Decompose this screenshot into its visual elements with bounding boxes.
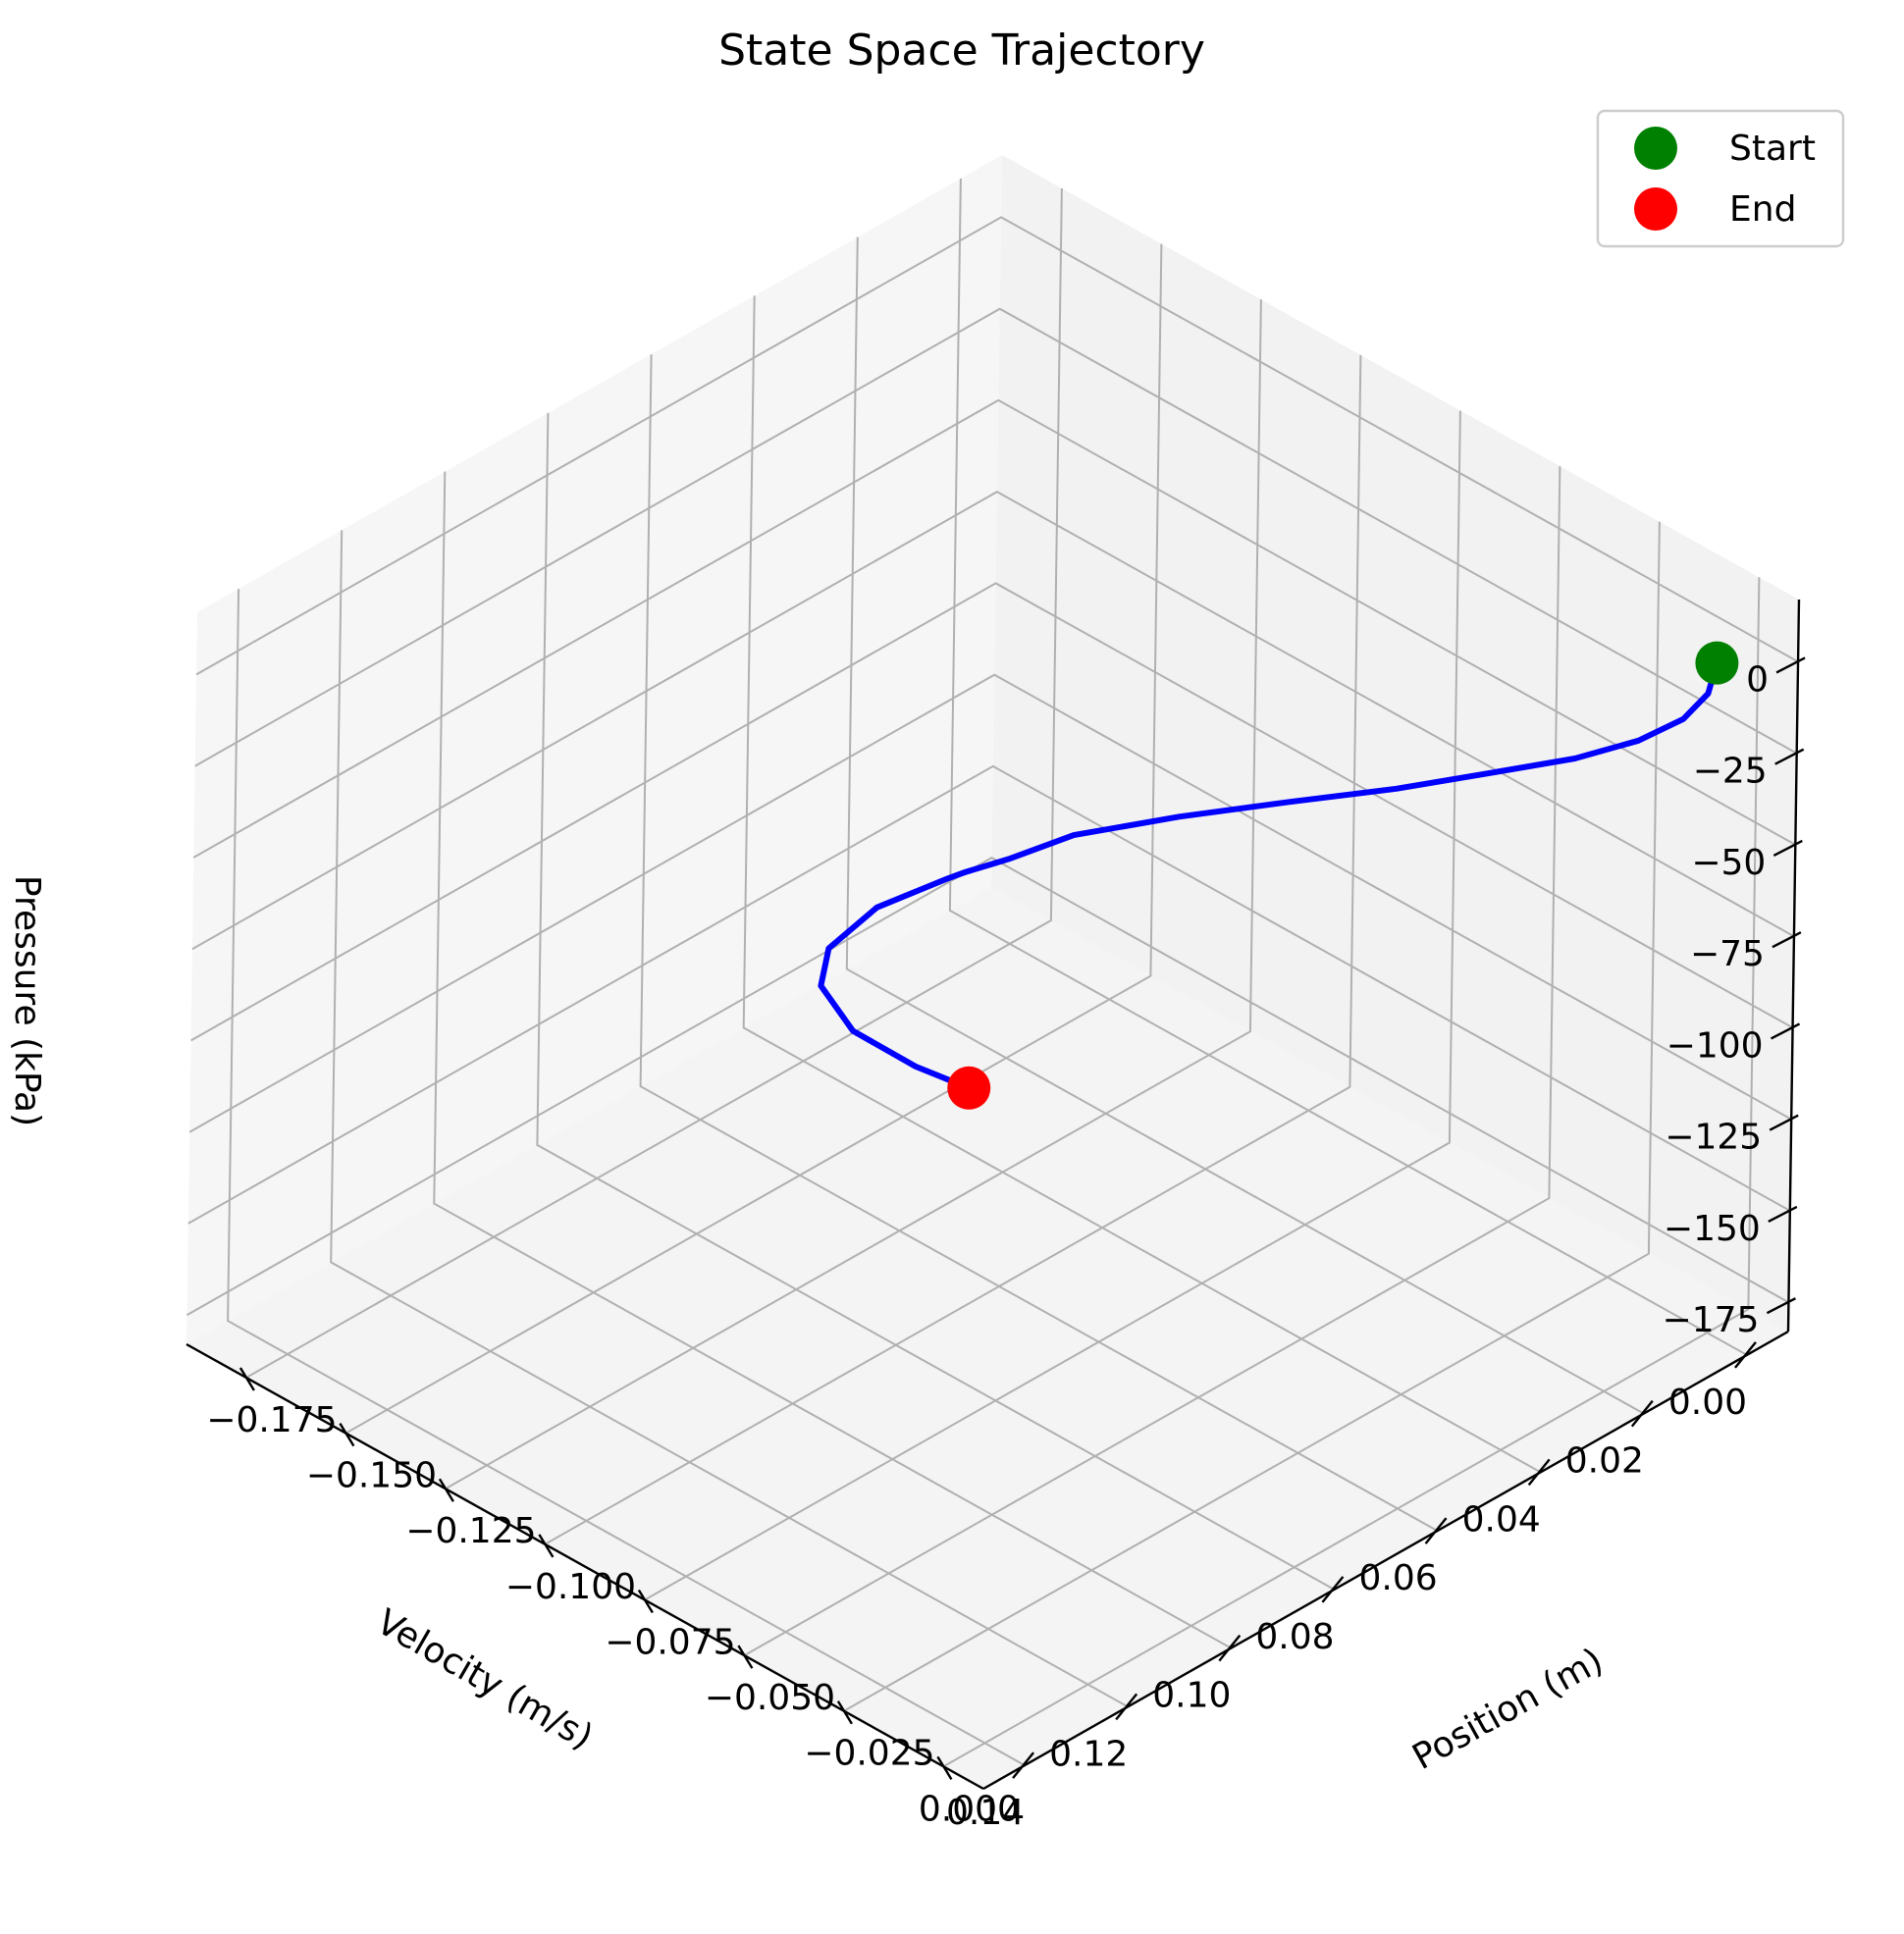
grid-line-x — [544, 354, 1362, 1545]
grid-line-y — [536, 412, 1335, 1591]
grid-line-y — [330, 530, 1129, 1708]
y-tick — [1630, 1399, 1654, 1428]
grid-line-y — [742, 295, 1542, 1474]
grid-line-y — [227, 589, 1026, 1766]
grid-line-y — [948, 178, 1748, 1356]
grid-line-z — [190, 582, 1794, 1042]
x-tick-label: −0.125 — [405, 1511, 536, 1551]
grid-line-z — [185, 857, 1789, 1317]
y-tick-label: 0.10 — [1152, 1676, 1231, 1716]
z-tick — [1768, 1205, 1798, 1223]
grid-line-z — [195, 216, 1799, 676]
grid-line-z — [194, 307, 1798, 767]
axes-3d: −0.175 −0.150 −0.125 −0.100 −0.075 −0.050 −0.0… — [7, 155, 1806, 1833]
y-tick-label: 0.06 — [1358, 1558, 1437, 1598]
chart-title: State Space Trajectory — [718, 26, 1205, 76]
grid-line-x — [445, 299, 1262, 1490]
y-axis-title: Velocity (m/s) — [370, 1602, 600, 1758]
z-tick — [1769, 1114, 1799, 1131]
x-tick — [438, 1478, 454, 1502]
y-axis-line — [982, 1330, 1789, 1791]
grid-line-x — [843, 521, 1661, 1712]
legend-marker-end — [1634, 187, 1677, 231]
x-tick — [737, 1645, 754, 1669]
y-tick — [1115, 1693, 1138, 1721]
x-tick-label: 0.000 — [919, 1789, 1020, 1829]
x-tick — [637, 1589, 654, 1614]
grid-line-z — [187, 764, 1791, 1225]
x-axis-title: Position (m) — [1406, 1641, 1611, 1778]
grid-line-y — [639, 354, 1439, 1532]
trajectory-line — [818, 659, 1720, 1091]
x-tick-label: −0.075 — [605, 1622, 735, 1662]
grid-line-x — [644, 410, 1461, 1601]
y-tick — [1424, 1517, 1448, 1544]
grid-line-y — [433, 471, 1232, 1649]
z-tick — [1772, 931, 1802, 949]
grid-line-x — [743, 466, 1561, 1656]
z-tick — [1774, 748, 1805, 765]
z-axis-title: Pressure (kPa) — [7, 875, 47, 1126]
z-tick — [1772, 839, 1803, 857]
grid-line-z — [192, 398, 1796, 859]
legend-label-end: End — [1729, 189, 1796, 230]
z-tick-label: −125 — [1665, 1118, 1762, 1158]
x-tick-label: −0.100 — [505, 1567, 636, 1607]
grid-line-z — [191, 491, 1795, 951]
y-tick-label: 0.08 — [1255, 1617, 1334, 1657]
legend: Start End — [1596, 109, 1845, 248]
grid-line-z — [188, 673, 1792, 1133]
back-pane-left — [991, 155, 1799, 1332]
y-tick-label: 0.14 — [946, 1793, 1025, 1833]
x-tick — [339, 1422, 355, 1447]
z-tick-label: −175 — [1663, 1300, 1760, 1340]
z-tick-label: −100 — [1666, 1025, 1764, 1066]
z-tick — [1775, 656, 1806, 674]
grid-line-x — [344, 243, 1163, 1435]
z-tick-label: −75 — [1690, 934, 1765, 974]
x-tick — [538, 1534, 555, 1558]
z-tick-label: −150 — [1664, 1209, 1761, 1249]
x-tick — [936, 1755, 953, 1780]
y-tick-label: 0.12 — [1049, 1734, 1128, 1774]
floor-pane — [186, 887, 1788, 1789]
marker-end — [947, 1066, 991, 1110]
z-tick-label: 0 — [1746, 659, 1769, 700]
y-tick-label: 0.02 — [1565, 1441, 1644, 1482]
x-tick-label: −0.150 — [306, 1456, 437, 1496]
y-tick — [1012, 1751, 1034, 1779]
y-tick-label: 0.00 — [1668, 1383, 1747, 1423]
grid-line-x — [245, 187, 1063, 1379]
grid-line-x — [942, 577, 1761, 1768]
y-tick — [1218, 1634, 1242, 1662]
z-tick — [1771, 1022, 1801, 1040]
marker-start — [1695, 641, 1739, 685]
x-tick — [238, 1367, 255, 1391]
x-tick — [836, 1700, 853, 1725]
z-tick-label: −50 — [1691, 843, 1766, 883]
y-tick — [1527, 1458, 1551, 1487]
y-tick — [1321, 1576, 1345, 1603]
y-tick — [1734, 1341, 1757, 1369]
x-tick-label: −0.025 — [804, 1734, 934, 1774]
legend-marker-start — [1634, 127, 1677, 170]
grid-line-y — [845, 236, 1645, 1415]
x-axis-line — [185, 1342, 984, 1791]
x-tick-label: −0.050 — [705, 1678, 835, 1718]
z-tick-label: −25 — [1693, 752, 1768, 792]
z-tick — [1766, 1297, 1796, 1315]
legend-label-start: Start — [1729, 129, 1816, 169]
back-pane-right — [186, 155, 1002, 1344]
x-tick-label: −0.175 — [206, 1400, 337, 1440]
y-tick-label: 0.04 — [1462, 1499, 1541, 1540]
